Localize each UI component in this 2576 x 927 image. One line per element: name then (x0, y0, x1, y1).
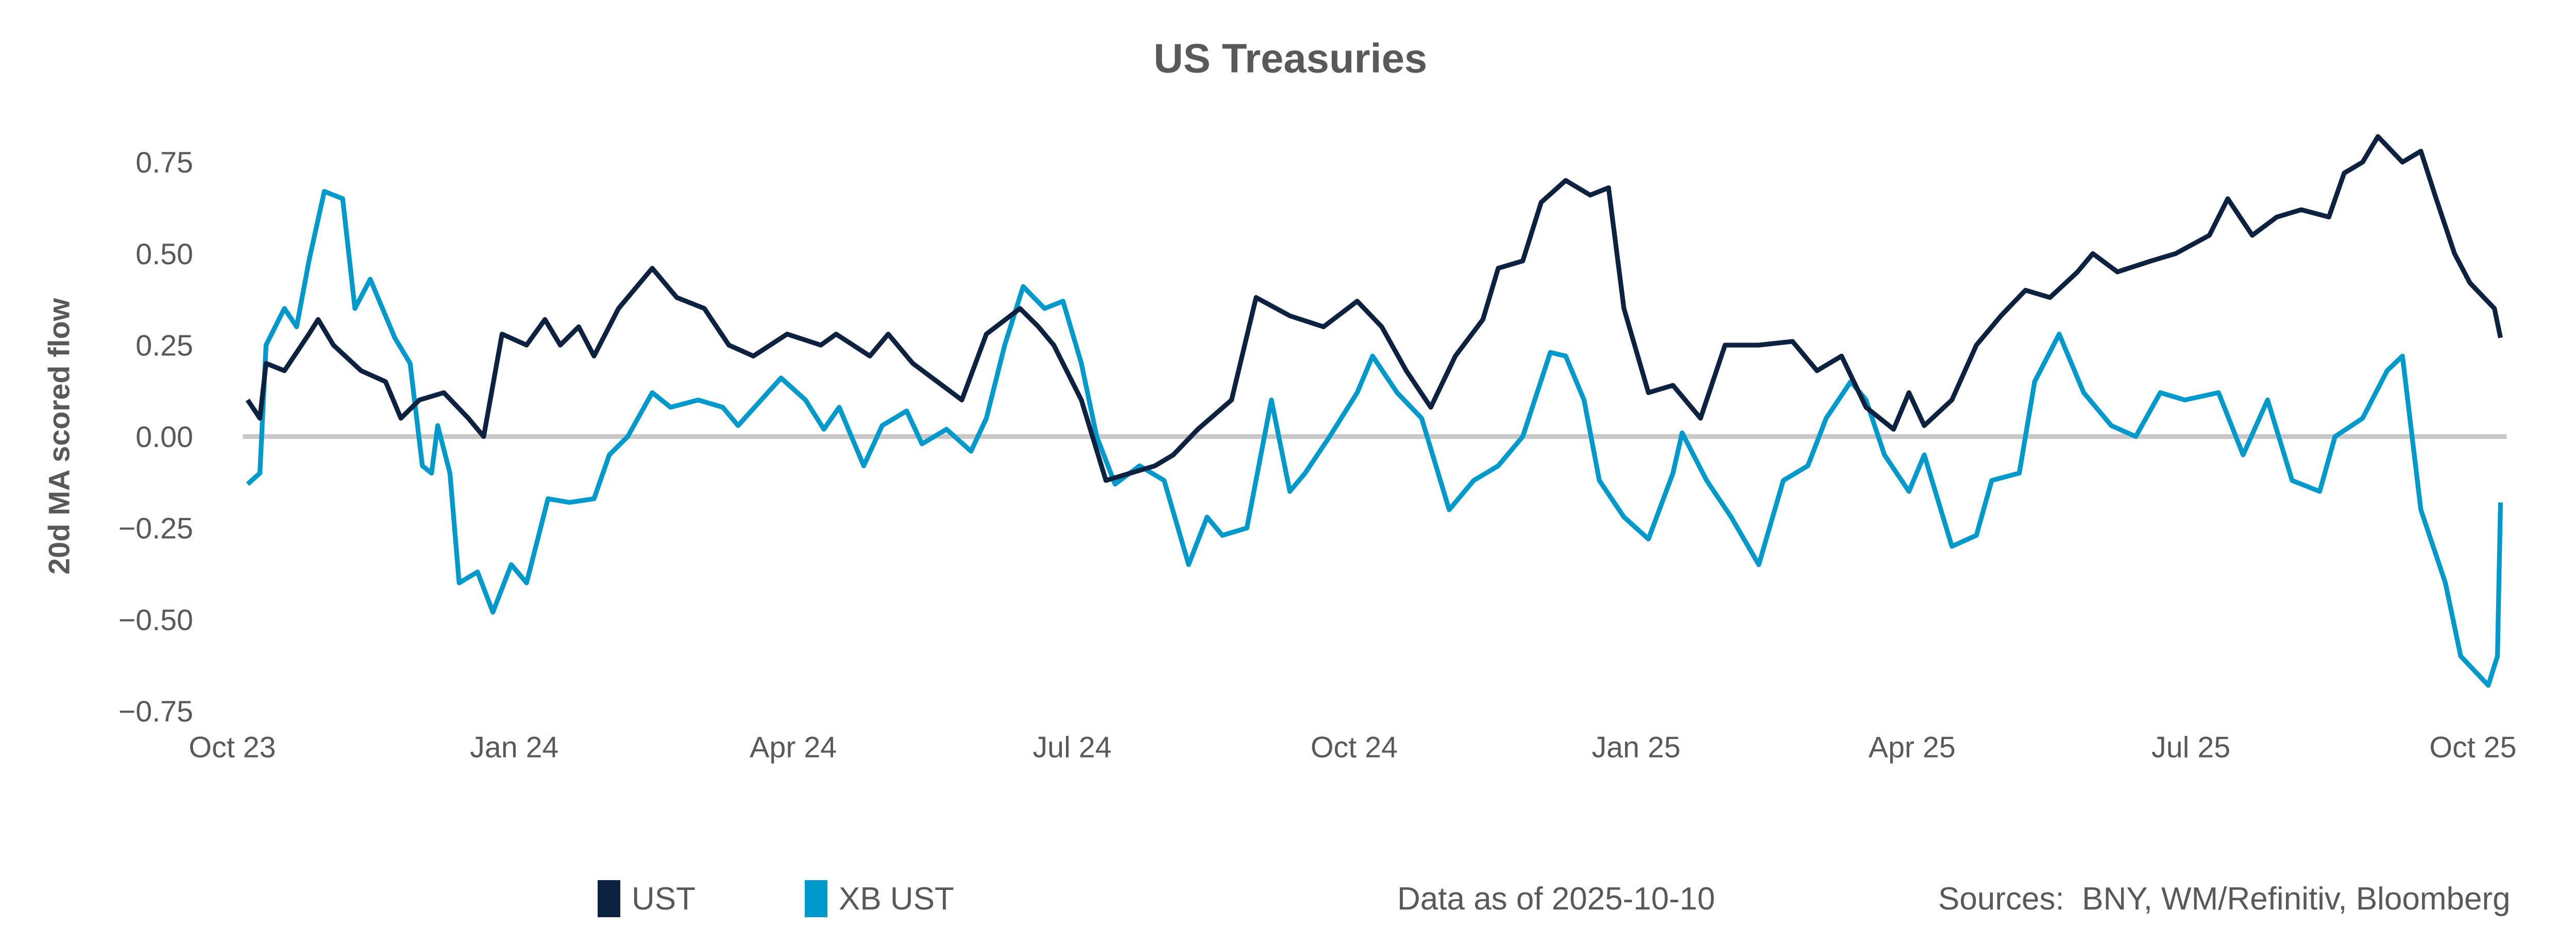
x-tick-label: Apr 24 (750, 731, 837, 764)
y-tick-label: 0.75 (135, 146, 193, 179)
data-as-of: Data as of 2025-10-10 (1397, 881, 1715, 917)
y-tick-label: 0.00 (135, 421, 193, 454)
y-axis-label: 20d MA scored flow (43, 298, 76, 574)
y-tick-label: 0.50 (135, 238, 193, 271)
x-tick-label: Jan 24 (470, 731, 558, 764)
legend-item-xb-ust: XB UST (805, 876, 954, 922)
legend-label-xb-ust: XB UST (839, 881, 954, 917)
x-tick-label: Oct 24 (1311, 731, 1398, 764)
ust-swatch-icon (598, 880, 620, 917)
x-tick-label: Jan 25 (1592, 731, 1681, 764)
chart: US Treasuries 20d MA scored flow 0.75 0.5… (43, 36, 2516, 764)
x-axis-ticks: Oct 23 Jan 24 Apr 24 Jul 24 Oct 24 Jan 25 Apr … (189, 731, 2516, 764)
sources: Sources: BNY, WM/Refinitiv, Bloomberg (1938, 881, 2511, 917)
series-line-ust (245, 134, 2503, 483)
x-tick-label: Jul 25 (2151, 731, 2230, 764)
y-tick-label: −0.50 (118, 604, 193, 637)
series-group (245, 134, 2503, 688)
x-tick-label: Jul 24 (1032, 731, 1111, 764)
legend-label-ust: UST (632, 881, 696, 917)
chart-title: US Treasuries (1154, 36, 1427, 81)
legend-item-ust: UST (598, 876, 696, 922)
series-line-xb-ust (246, 189, 2503, 688)
x-tick-label: Oct 25 (2429, 731, 2516, 764)
x-tick-label: Apr 25 (1869, 731, 1956, 764)
xb-ust-swatch-icon (805, 880, 827, 917)
y-tick-label: −0.75 (118, 695, 193, 728)
x-tick-label: Oct 23 (189, 731, 276, 764)
y-tick-label: 0.25 (135, 329, 193, 362)
y-axis-ticks: 0.75 0.50 0.25 0.00 −0.25 −0.50 −0.75 (118, 146, 193, 728)
y-tick-label: −0.25 (118, 512, 193, 545)
